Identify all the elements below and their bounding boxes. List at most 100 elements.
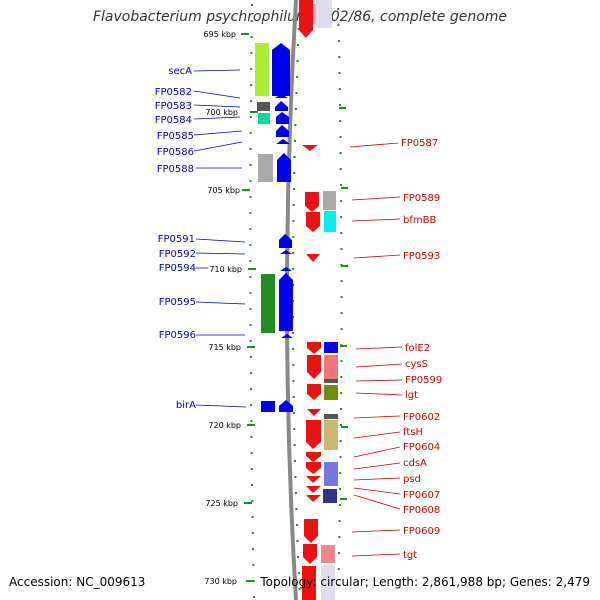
track-dot bbox=[340, 392, 343, 394]
track-dot bbox=[252, 548, 254, 550]
track-dot bbox=[294, 460, 296, 462]
track-dot bbox=[249, 372, 252, 374]
gene-label-fp0609[interactable]: FP0609 bbox=[403, 526, 440, 537]
gene-label-fp0607[interactable]: FP0607 bbox=[403, 490, 440, 501]
scale-label: 725 kbp bbox=[205, 499, 238, 508]
gene-arrow-fp0609[interactable] bbox=[304, 519, 318, 543]
track-dot bbox=[292, 220, 295, 222]
gene-arrow-fp0582[interactable] bbox=[275, 94, 288, 98]
track-dot bbox=[250, 68, 253, 70]
gene-arrow-fp0602[interactable] bbox=[307, 409, 321, 416]
track-dot bbox=[294, 140, 296, 142]
genome-info-text: Topology: circular; Length: 2,861,988 bp… bbox=[260, 575, 590, 589]
gene-box-fp0583[interactable] bbox=[257, 102, 270, 111]
gene-box-tgt[interactable] bbox=[321, 545, 335, 563]
gene-label-fp0608[interactable]: FP0608 bbox=[403, 505, 440, 516]
gene-box-fp0589[interactable] bbox=[323, 191, 336, 210]
gene-arrow-seca[interactable] bbox=[272, 43, 290, 96]
track-dot bbox=[338, 56, 341, 58]
track-dot bbox=[250, 4, 253, 6]
gene-label-fp0604[interactable]: FP0604 bbox=[403, 442, 440, 453]
gene-box-cdsa[interactable] bbox=[324, 462, 338, 486]
gene-arrow-fp0593[interactable] bbox=[306, 254, 320, 262]
gene-box-fp0584[interactable] bbox=[258, 113, 270, 124]
gene-box-bira[interactable] bbox=[261, 401, 275, 412]
gene-arrow-fp0589[interactable] bbox=[305, 192, 319, 212]
gene-arrow-fp0583[interactable] bbox=[275, 101, 288, 111]
track-dot bbox=[295, 76, 298, 78]
gene-arrow-fp0592[interactable] bbox=[280, 250, 292, 254]
track-dot bbox=[250, 84, 253, 86]
gene-arrow-lgt[interactable] bbox=[307, 384, 321, 400]
gene-arrow-fp0594[interactable] bbox=[280, 267, 292, 271]
gene-box-cyss[interactable] bbox=[324, 355, 338, 379]
gene-label-fp0599[interactable]: FP0599 bbox=[405, 375, 442, 386]
gene-label-fp0591[interactable]: FP0591 bbox=[158, 234, 195, 245]
gene-label-fole2[interactable]: folE2 bbox=[405, 343, 430, 354]
gene-box-bfmbb[interactable] bbox=[324, 211, 336, 232]
gene-label-lgt[interactable]: lgt bbox=[405, 390, 418, 401]
gene-arrow-fp0587[interactable] bbox=[302, 145, 318, 151]
gene-label-fp0587[interactable]: FP0587 bbox=[401, 138, 438, 149]
gene-arrow-fp0595[interactable] bbox=[279, 273, 293, 331]
gene-label-fp0592[interactable]: FP0592 bbox=[159, 249, 196, 260]
track-dot bbox=[249, 116, 252, 118]
track-dot bbox=[249, 132, 252, 134]
gene-label-ftsh[interactable]: ftsH bbox=[403, 427, 423, 438]
gene-arrow-cyss[interactable] bbox=[307, 355, 321, 379]
gene-arrow-fp0607[interactable] bbox=[306, 486, 321, 493]
scale-label: 710 kbp bbox=[209, 265, 242, 274]
gene-label-fp0589[interactable]: FP0589 bbox=[403, 193, 440, 204]
gene-box-ftsh[interactable] bbox=[324, 420, 338, 450]
gene-arrow-top-partial bbox=[299, 0, 313, 38]
gene-label-fp0588[interactable]: FP0588 bbox=[157, 164, 194, 175]
gene-arrow-tgt[interactable] bbox=[303, 544, 317, 564]
gene-arrow-fp0588[interactable] bbox=[277, 153, 291, 182]
gene-box-fp0595[interactable] bbox=[261, 274, 275, 333]
track-dot bbox=[250, 468, 253, 470]
track-dot bbox=[339, 488, 342, 490]
gene-label-fp0583[interactable]: FP0583 bbox=[155, 101, 192, 112]
gene-box-fp0602[interactable] bbox=[324, 414, 338, 419]
track-dot bbox=[252, 564, 255, 566]
gene-label-psd[interactable]: psd bbox=[403, 474, 421, 485]
gene-label-fp0595[interactable]: FP0595 bbox=[159, 297, 196, 308]
gene-arrow-fp0596[interactable] bbox=[281, 334, 293, 338]
gene-arrow-fp0591[interactable] bbox=[279, 234, 292, 248]
track-dot bbox=[249, 292, 252, 294]
gene-arrow-ftsh[interactable] bbox=[306, 420, 321, 449]
gene-label-fp0585[interactable]: FP0585 bbox=[157, 131, 194, 142]
gene-label-seca[interactable]: secA bbox=[168, 66, 192, 77]
gene-arrow-cdsa[interactable] bbox=[306, 462, 321, 474]
gene-box-seca[interactable] bbox=[255, 43, 269, 96]
gene-box-fp0599[interactable] bbox=[324, 379, 338, 383]
gene-label-tgt[interactable]: tgt bbox=[403, 550, 417, 561]
gene-label-bfmbb[interactable]: bfmBB bbox=[403, 215, 436, 226]
gene-arrow-fp0585[interactable] bbox=[276, 125, 289, 137]
gene-arrow-fp0586[interactable] bbox=[276, 139, 290, 144]
gene-box-fp0607[interactable] bbox=[323, 489, 337, 503]
gene-label-cdsa[interactable]: cdsA bbox=[403, 458, 427, 469]
gene-label-fp0582[interactable]: FP0582 bbox=[155, 87, 192, 98]
gene-label-fp0593[interactable]: FP0593 bbox=[403, 251, 440, 262]
gene-arrow-fp0608[interactable] bbox=[306, 495, 321, 502]
gene-label-fp0584[interactable]: FP0584 bbox=[155, 115, 192, 126]
gene-box-top-partial-2 bbox=[316, 0, 332, 28]
gene-box-lgt[interactable] bbox=[324, 385, 338, 400]
scale-label: 695 kbp bbox=[203, 30, 236, 39]
gene-arrow-bira[interactable] bbox=[279, 400, 293, 412]
gene-arrow-fole2[interactable] bbox=[307, 342, 321, 354]
gene-label-fp0596[interactable]: FP0596 bbox=[159, 330, 196, 341]
gene-arrow-bfmbb[interactable] bbox=[306, 212, 320, 232]
gene-box-fp0588[interactable] bbox=[258, 154, 273, 182]
gene-label-fp0594[interactable]: FP0594 bbox=[159, 263, 196, 274]
gene-arrow-fp0584[interactable] bbox=[276, 112, 289, 124]
gene-box-fole2[interactable] bbox=[324, 342, 338, 353]
gene-label-fp0602[interactable]: FP0602 bbox=[403, 412, 440, 423]
gene-label-bira[interactable]: birA bbox=[176, 400, 196, 411]
gene-arrow-psd[interactable] bbox=[306, 476, 321, 483]
gene-label-cyss[interactable]: cysS bbox=[405, 359, 428, 370]
gene-label-fp0586[interactable]: FP0586 bbox=[157, 147, 194, 158]
gene-arrow-fp0604[interactable] bbox=[306, 452, 321, 462]
